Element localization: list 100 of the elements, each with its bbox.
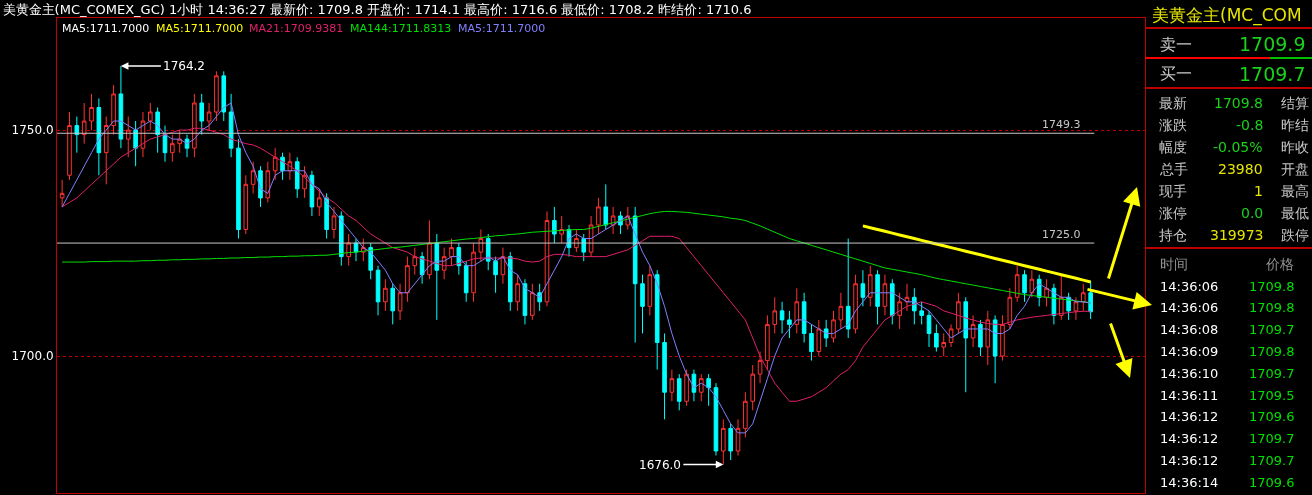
text: 价格 [1265, 256, 1294, 272]
text: 最低 [1281, 205, 1309, 221]
text: -0.8 [1236, 117, 1264, 133]
candlestick [412, 247, 418, 276]
text: 1709.6 [1249, 409, 1295, 424]
candlestick [654, 269, 660, 371]
text: 幅度 [1159, 139, 1187, 155]
candlestick [721, 418, 726, 466]
candlestick [250, 161, 256, 194]
text: 1709.7 [1239, 63, 1306, 85]
annotation: 1764.2 [163, 59, 205, 73]
candlestick [265, 161, 271, 203]
chart-title: 美黄金主(MC_COMEX_GC) 1小时 14:36:27 最新价: 1709.8 开盘价: 1714.1 最高价: 1716.6 最低价: 1708.2 昨结价: 1710.6 [2, 1, 752, 17]
candlestick [125, 116, 131, 158]
candlestick [662, 332, 667, 420]
candlestick [1014, 265, 1020, 303]
text: MA21:1709.9381 [249, 22, 344, 35]
candlestick [74, 116, 80, 154]
text: 1709.5 [1249, 388, 1295, 403]
text: 昨收 [1281, 139, 1309, 155]
text: 1709.7 [1249, 453, 1295, 468]
candlestick [236, 138, 241, 240]
candlestick [221, 70, 227, 122]
candlestick [390, 283, 396, 325]
text: 1709.7 [1249, 366, 1295, 381]
candlestick [324, 192, 329, 240]
candlestick [706, 373, 711, 407]
candlestick [1080, 283, 1086, 312]
ref-line-label: 1749.3 [1042, 118, 1081, 131]
candlestick [449, 238, 454, 267]
candlestick [243, 174, 249, 235]
candlestick [59, 179, 65, 208]
candlestick [375, 265, 381, 316]
text: 1709.7 [1249, 431, 1295, 446]
annotation: MA5:1711.7000 [156, 22, 244, 35]
annotation: 1676.0 [639, 458, 681, 472]
candlestick [515, 274, 520, 312]
text: 0.0 [1241, 205, 1264, 221]
candlestick [1022, 269, 1027, 303]
candlestick [214, 70, 219, 122]
candlestick [346, 233, 351, 267]
candlestick [860, 269, 866, 307]
candlestick [272, 147, 278, 181]
candlestick [889, 278, 895, 325]
candlestick [155, 106, 160, 154]
candlestick [162, 125, 168, 163]
candlestick [787, 310, 792, 339]
candlestick [757, 351, 763, 384]
text: 1709.8 [1214, 95, 1263, 111]
text: 14:36:06 [1160, 300, 1219, 315]
candlestick [199, 93, 205, 136]
candlestick [192, 93, 197, 158]
candlestick [522, 278, 528, 325]
candlestick [941, 332, 947, 357]
line-series [61, 102, 1092, 434]
text: 涨跌 [1159, 117, 1187, 133]
text: 1 [1254, 183, 1263, 199]
text: 买一 [1160, 64, 1192, 83]
text: 1709.8 [1249, 300, 1295, 315]
text: MA144:1711.8313 [350, 22, 452, 35]
text: 结算 [1281, 95, 1309, 111]
candlestick [1073, 296, 1079, 321]
candlestick [309, 170, 315, 217]
candlestick [258, 165, 263, 208]
candlestick [294, 156, 300, 199]
text: 14:36:08 [1160, 322, 1219, 337]
text: 23980 [1218, 161, 1263, 177]
candlestick [728, 423, 733, 461]
candlestick [919, 301, 924, 325]
candlestick [103, 116, 109, 185]
text: 14:36:12 [1160, 453, 1219, 468]
candlestick [67, 111, 72, 181]
candlestick [148, 102, 153, 131]
candlestick [170, 134, 175, 163]
text: 昨结 [1281, 117, 1309, 133]
candlestick [1088, 280, 1093, 320]
candlestick [111, 84, 116, 136]
candlestick [405, 256, 410, 303]
candlestick [882, 274, 888, 316]
candlestick [471, 242, 476, 303]
text: 1709.8 [1249, 279, 1295, 294]
candlestick [632, 206, 638, 343]
text: 美黄金主(MC_COM [1152, 5, 1302, 26]
candlestick [133, 120, 138, 167]
candlestick [530, 283, 535, 321]
candlestick [331, 206, 337, 240]
candlestick [853, 274, 858, 334]
text: 14:36:14 [1160, 475, 1219, 490]
annotation: MA5:1711.7000 [62, 22, 150, 35]
candlestick [603, 183, 609, 231]
text: 14:36:09 [1160, 344, 1219, 359]
text: 现手 [1159, 183, 1187, 199]
text: 319973 [1210, 227, 1264, 243]
candlestick [228, 93, 234, 158]
line-series [61, 127, 1092, 402]
candlestick [978, 319, 983, 357]
candlestick [743, 391, 748, 438]
text: 1709.9 [1239, 33, 1306, 55]
candlestick [765, 314, 770, 371]
candlestick [676, 373, 682, 411]
